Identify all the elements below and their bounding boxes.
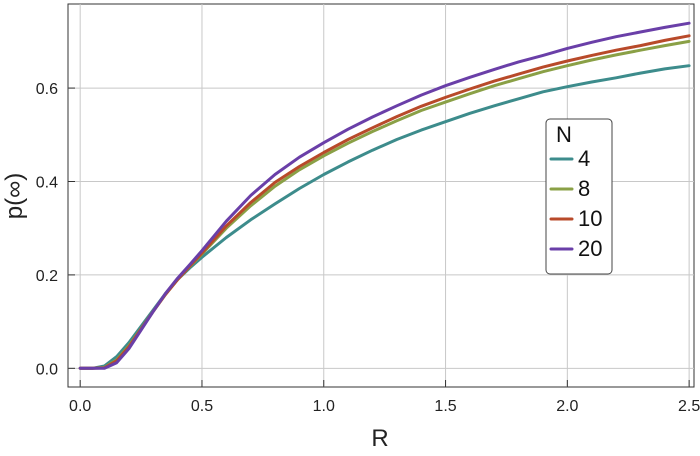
axis-ticks: 0.0 0.5 1.0 1.5 2.0 2.5 0.0 0.2 0.4 0.6 <box>36 81 700 415</box>
legend-label: 4 <box>578 146 590 171</box>
legend-title: N <box>556 122 572 147</box>
y-axis-label: p(∞) <box>1 173 28 219</box>
y-tick-label: 0.6 <box>36 81 58 98</box>
legend-label: 8 <box>578 176 590 201</box>
grid-lines <box>68 4 694 387</box>
x-tick-label: 1.5 <box>434 398 456 415</box>
y-tick-label: 0.4 <box>36 174 58 191</box>
series-line-N20 <box>78 21 691 370</box>
x-tick-label: 0.5 <box>191 398 213 415</box>
x-tick-label: 1.0 <box>313 398 335 415</box>
legend-label: 20 <box>578 236 602 261</box>
legend: N 4 8 10 20 <box>545 118 613 275</box>
x-tick-label: 2.0 <box>556 398 578 415</box>
x-tick-label: 0.0 <box>69 398 91 415</box>
legend-label: 10 <box>578 206 602 231</box>
x-tick-label: 2.5 <box>678 398 700 415</box>
x-axis-label: R <box>371 425 388 452</box>
y-tick-label: 0.0 <box>36 361 58 378</box>
y-tick-label: 0.2 <box>36 268 58 285</box>
series-lines <box>78 21 691 370</box>
